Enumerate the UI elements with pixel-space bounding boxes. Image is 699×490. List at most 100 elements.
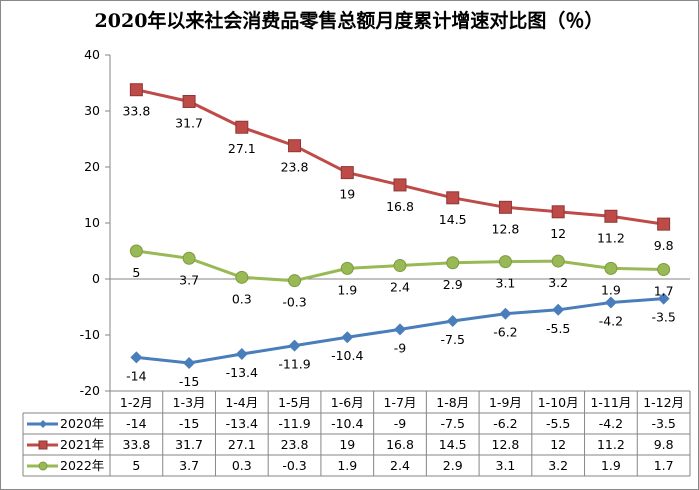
x-category-label: 1-7月 [384, 395, 417, 410]
table-cell: 3.2 [548, 458, 568, 473]
table-cell: -5.5 [546, 416, 570, 431]
data-point [340, 261, 354, 275]
legend-label: 2022年 [60, 458, 104, 473]
data-point [604, 296, 617, 309]
y-tick-label: 30 [84, 103, 100, 118]
data-point [235, 348, 248, 361]
data-label: 5 [132, 265, 140, 280]
data-label: -10.4 [331, 348, 363, 363]
table-cell: 3.7 [179, 458, 199, 473]
data-label: 3.2 [548, 275, 568, 290]
table-cell: -7.5 [441, 416, 465, 431]
table-cell: 27.1 [228, 437, 256, 452]
table-cell: 2.9 [443, 458, 463, 473]
table-cell: -3.5 [651, 416, 675, 431]
x-category-label: 1-4月 [225, 395, 258, 410]
x-category-label: 1-3月 [173, 395, 206, 410]
data-label: 3.7 [179, 272, 199, 287]
data-label: 16.8 [386, 199, 414, 214]
table-cell: 16.8 [386, 437, 414, 452]
table-cell: -15 [179, 416, 199, 431]
table-cell: 31.7 [175, 437, 203, 452]
legend-label: 2021年 [60, 437, 104, 452]
data-label: 9.8 [654, 238, 674, 253]
data-label: -14 [126, 368, 146, 383]
data-label: 1.9 [601, 282, 621, 297]
data-label: -7.5 [441, 332, 465, 347]
table-cell: -13.4 [226, 416, 258, 431]
data-label: -5.5 [546, 321, 570, 336]
data-point [498, 200, 512, 214]
table-cell: -0.3 [282, 458, 306, 473]
data-point [129, 244, 143, 258]
table-cell: 33.8 [122, 437, 150, 452]
y-tick-label: 40 [84, 47, 100, 62]
table-cell: 9.8 [654, 437, 674, 452]
data-point [604, 209, 618, 223]
data-point [288, 274, 302, 288]
data-label: -11.9 [278, 357, 310, 372]
data-point [235, 120, 249, 134]
data-point [551, 205, 565, 219]
data-point [657, 217, 671, 231]
table-cell: -9 [394, 416, 407, 431]
legend-marker [38, 440, 48, 450]
data-point [604, 261, 618, 275]
data-label: 12 [550, 226, 566, 241]
data-point [393, 178, 407, 192]
data-label: -9 [394, 340, 407, 355]
table-cell: 12.8 [492, 437, 520, 452]
data-label: 1.7 [654, 283, 674, 298]
data-label: -6.2 [493, 325, 517, 340]
data-point [182, 251, 196, 265]
data-label: -3.5 [651, 310, 675, 325]
data-point [288, 139, 302, 153]
data-point [288, 339, 301, 352]
data-point [235, 270, 249, 284]
data-point [551, 254, 565, 268]
data-label: 3.1 [496, 276, 516, 291]
table-cell: -10.4 [331, 416, 363, 431]
x-category-label: 1-9月 [489, 395, 522, 410]
data-label: 2.9 [443, 277, 463, 292]
data-point [393, 259, 407, 273]
table-cell: 5 [132, 458, 140, 473]
legend-label: 2020年 [60, 416, 104, 431]
table-cell: 2.4 [390, 458, 410, 473]
data-label: 27.1 [228, 141, 256, 156]
table-cell: 3.1 [496, 458, 516, 473]
chart-title: 2020年以来社会消费品零售总额月度累计增速对比图（％） [95, 9, 604, 32]
x-category-label: 1-2月 [120, 395, 153, 410]
table-cell: 11.2 [597, 437, 625, 452]
table-cell: 1.7 [654, 458, 674, 473]
y-tick-label: 20 [84, 159, 100, 174]
data-point [394, 323, 406, 336]
data-point [446, 191, 460, 205]
data-label: 12.8 [492, 221, 520, 236]
table-cell: 0.3 [232, 458, 252, 473]
x-category-label: 1-10月 [538, 395, 579, 410]
data-label: -13.4 [226, 365, 258, 380]
data-point [182, 94, 196, 108]
data-label: 23.8 [281, 160, 309, 175]
data-point [552, 303, 565, 316]
data-point [657, 262, 671, 276]
table-cell: -4.2 [599, 416, 623, 431]
data-point [130, 351, 143, 364]
table-cell: 19 [339, 437, 355, 452]
y-tick-label: -10 [80, 327, 100, 342]
data-label: -15 [179, 374, 199, 389]
x-category-label: 1-5月 [278, 395, 311, 410]
data-point [498, 255, 512, 269]
legend-marker [39, 420, 47, 428]
x-category-label: 1-6月 [331, 395, 364, 410]
x-category-label: 1-11月 [590, 395, 631, 410]
table-cell: 23.8 [281, 437, 309, 452]
data-point [340, 166, 354, 180]
table-cell: 12 [550, 437, 566, 452]
table-cell: 14.5 [439, 437, 467, 452]
data-point [446, 315, 459, 327]
